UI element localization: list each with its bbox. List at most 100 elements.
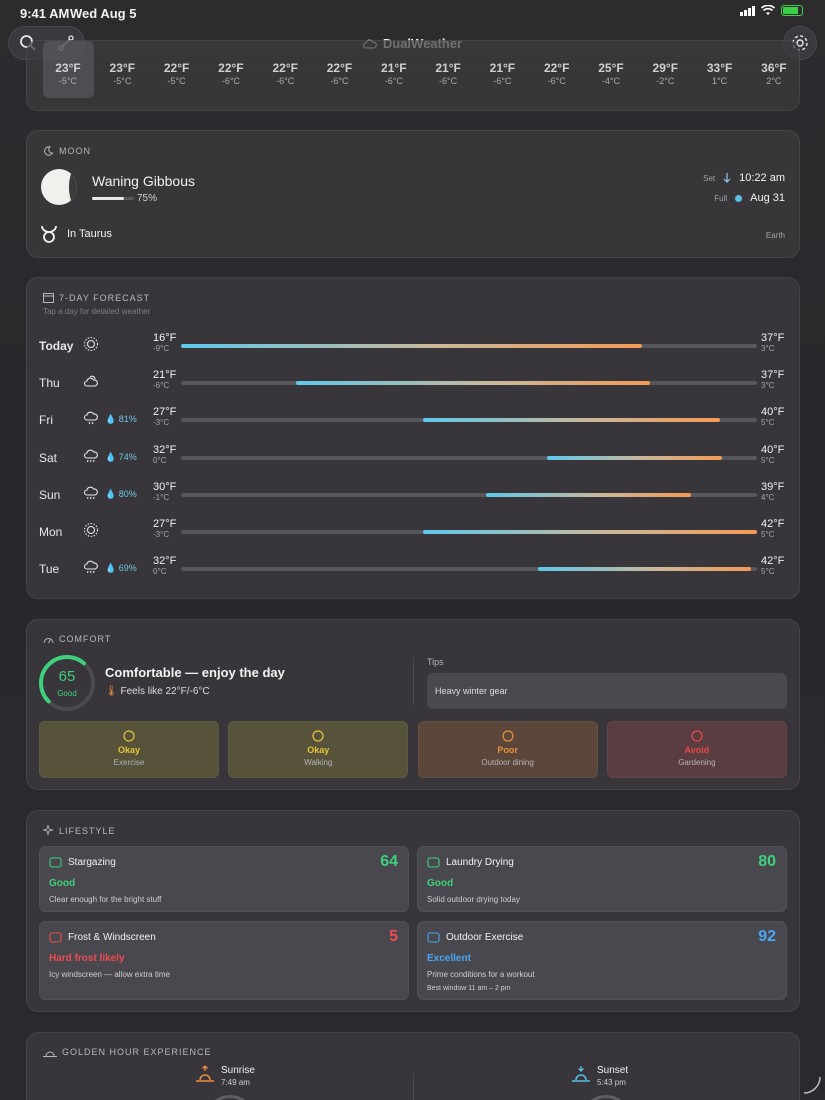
activity-name: Outdoor dining — [481, 758, 534, 767]
day-name: Sat — [39, 450, 58, 465]
high-f: 39°F — [761, 480, 785, 493]
hourly-temp-f: 23°F — [109, 61, 136, 75]
lifestyle-stargazing[interactable]: Stargazing 64 Good Clear enough for the bri… — [39, 846, 409, 912]
lifestyle-frost-windscreen[interactable]: Frost & Windscreen 5 Hard frost likely Icy … — [39, 921, 409, 1000]
hourly-temp-c: -2°C — [656, 76, 675, 86]
low-c: -3°C — [153, 530, 170, 539]
droplet-icon: 💧 — [105, 563, 117, 574]
rain-icon — [83, 485, 99, 501]
hourly-item[interactable]: 29°F -2°C — [640, 61, 690, 86]
moon-set-label: Set — [703, 173, 716, 183]
day-name: Fri — [39, 413, 53, 428]
golden-divider — [413, 1073, 414, 1100]
forecast-day-row[interactable]: Today 16°F -9°C 37°F 3°C — [27, 332, 801, 362]
forecast-day-row[interactable]: Fri 💧 81% 27°F -3°C 40°F 5°C — [27, 406, 801, 436]
low-c: -9°C — [153, 344, 170, 353]
droplet-icon: 💧 — [105, 414, 117, 425]
activity-outdoor-dining[interactable]: Poor Outdoor dining — [417, 721, 598, 778]
hourly-item[interactable]: 21°F -6°C — [423, 61, 473, 86]
hourly-item[interactable]: 22°F -6°C — [315, 61, 365, 86]
hourly-temp-c: -5°C — [58, 76, 78, 86]
precip-value: 74% — [118, 451, 137, 462]
forecast-subtitle: Tap a day for detailed weather — [43, 307, 151, 316]
moon-phase-name: Waning Gibbous — [92, 173, 195, 189]
moon-label: MOON — [59, 145, 91, 156]
day-name: Today — [39, 339, 74, 353]
gear-icon — [792, 35, 808, 51]
comfort-score-ring — [38, 655, 95, 711]
temp-range-bar — [546, 455, 723, 460]
lifestyle-score: 80 — [758, 853, 776, 870]
feels-like-text: Feels like 22°F/-6°C — [120, 686, 210, 697]
low-c: 0°C — [153, 455, 167, 465]
hourly-item[interactable]: 21°F -6°C — [477, 61, 527, 86]
forecast-day-row[interactable]: Mon 27°F -3°C 42°F 5°C — [27, 518, 801, 548]
temp-range-track — [181, 492, 757, 497]
comfort-card: COMFORT 65 Good Comfortable — enjoy the … — [26, 619, 800, 790]
hourly-forecast[interactable]: 23°F -5°C 23°F -5°C 22°F -5°C 22°F -6°C 22°F -6°C… — [26, 40, 800, 111]
activity-walking[interactable]: Okay Walking — [228, 721, 409, 778]
lifestyle-score: 92 — [758, 928, 776, 945]
sun-icon — [83, 336, 99, 352]
tips-label: Tips — [427, 657, 444, 667]
low-f: 32°F — [153, 443, 177, 456]
high-c: 5°C — [761, 567, 775, 577]
resize-handle-icon[interactable] — [803, 1076, 821, 1094]
status-date: Wed Aug 5 — [70, 6, 137, 21]
hourly-item[interactable]: 36°F 2°C — [749, 61, 799, 86]
hourly-item[interactable]: 23°F -5°C — [43, 61, 93, 86]
forecast-day-row[interactable]: Thu 21°F -6°C 37°F 3°C — [27, 369, 801, 399]
walking-icon — [229, 729, 407, 743]
cellular-signal-icon — [740, 5, 755, 16]
forecast-day-row[interactable]: Sat 💧 74% 32°F 0°C 40°F 5°C — [27, 444, 801, 474]
lifestyle-grade: Hard frost likely — [49, 953, 125, 964]
moon-set: Set 10:22 am — [703, 172, 785, 184]
moon-full-label: Full — [714, 193, 728, 203]
hourly-item[interactable]: 22°F -6°C — [206, 61, 256, 86]
activity-status: Poor — [497, 745, 518, 755]
hourly-item[interactable]: 21°F -6°C — [369, 61, 419, 86]
hourly-temp-f: 36°F — [761, 61, 787, 75]
high-f: 40°F — [761, 406, 785, 419]
lifestyle-card: LIFESTYLE Stargazing 64 Good Clear enough f… — [26, 810, 800, 1012]
hourly-item[interactable]: 22°F -6°C — [260, 61, 310, 86]
hourly-temp-f: 21°F — [489, 61, 516, 75]
status-bar: 9:41 AM Wed Aug 5 — [0, 0, 825, 26]
hourly-temp-f: 21°F — [381, 61, 407, 75]
activity-exercise[interactable]: Okay Exercise — [39, 721, 219, 778]
sunrise-label: Sunrise — [221, 1065, 255, 1076]
hourly-item[interactable]: 23°F -5°C — [97, 61, 147, 86]
sunrise-block: Sunrise 7:49 am — [195, 1065, 255, 1087]
forecast-day-row[interactable]: Tue 💧 69% 32°F 0°C 42°F 5°C — [27, 555, 801, 585]
moon-section-label: MOON — [43, 145, 91, 156]
lifestyle-best-window: Best window 11 am – 2 pm — [427, 985, 511, 992]
lifestyle-description: Clear enough for the bright stuff — [49, 895, 162, 904]
lifestyle-laundry-drying[interactable]: Laundry Drying 80 Good Solid outdoor drying… — [417, 846, 787, 912]
hourly-temp-c: -6°C — [384, 76, 403, 86]
droplet-icon: 💧 — [105, 488, 117, 499]
precip-value: 80% — [118, 488, 137, 499]
moon-set-time: 10:22 am — [739, 172, 785, 184]
temp-range-bar — [422, 530, 757, 534]
forecast-day-row[interactable]: Sun 💧 80% 30°F -1°C 39°F 4°C — [27, 481, 801, 511]
high-c: 5°C — [761, 418, 775, 428]
hourly-temp-f: 22°F — [163, 61, 190, 75]
sun-icon — [83, 522, 99, 538]
hourly-temp-c: -6°C — [547, 76, 566, 86]
thermometer-icon: 🌡 — [105, 686, 118, 697]
hourly-item[interactable]: 25°F -4°C — [586, 61, 636, 86]
hourly-item[interactable]: 22°F -6°C — [532, 61, 582, 86]
hourly-temp-c: -5°C — [167, 76, 186, 86]
day-name: Mon — [39, 525, 63, 539]
hourly-item[interactable]: 33°F 1°C — [695, 61, 745, 86]
lifestyle-title: Stargazing — [68, 857, 116, 868]
wifi-icon — [761, 5, 775, 15]
status-icons — [740, 5, 803, 16]
moon-phase-icon — [41, 169, 77, 205]
hourly-item[interactable]: 22°F -5°C — [152, 61, 202, 86]
lifestyle-outdoor-exercise[interactable]: Outdoor Exercise 92 Excellent Prime conditi… — [417, 921, 787, 1000]
activity-gardening[interactable]: Avoid Gardening — [606, 721, 787, 778]
moon-sign-text: In Taurus — [67, 228, 113, 240]
sunset-time: 5:43 pm — [597, 1078, 626, 1087]
day-low: 30°F -1°C — [153, 481, 176, 502]
